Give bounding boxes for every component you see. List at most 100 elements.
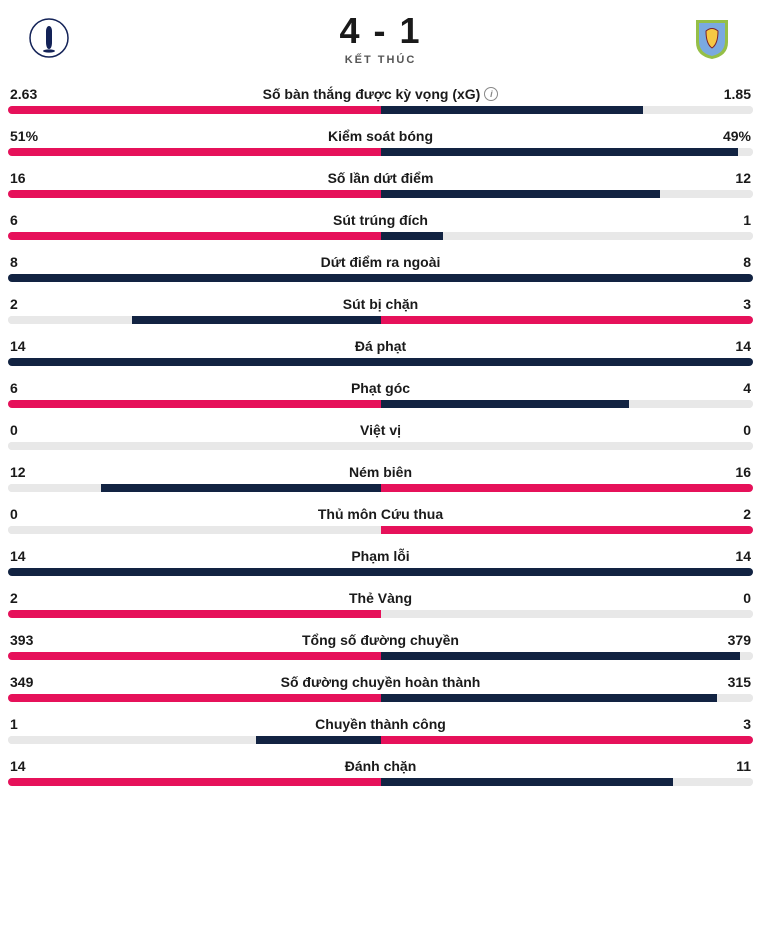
stat-bar-away-half: [381, 316, 754, 324]
stat-name-text: Tổng số đường chuyền: [302, 632, 459, 648]
stat-name: Chuyền thành công: [56, 716, 705, 732]
stat-name-text: Ném biên: [349, 464, 412, 480]
stat-bar-home-half: [8, 400, 381, 408]
stat-bar-away-half: [381, 148, 754, 156]
stat-bar-track: [8, 232, 753, 240]
stat-row: 0Việt vị0: [8, 416, 753, 458]
stat-bar-home-half: [8, 736, 381, 744]
stat-labels: 2 Thẻ Vàng 0: [8, 590, 753, 610]
stat-away-value: 1: [705, 212, 751, 228]
stat-bar-home-fill: [132, 316, 380, 324]
stat-bar-away-fill: [381, 400, 629, 408]
stat-bar-away-half: [381, 400, 754, 408]
stat-name-text: Đá phạt: [355, 338, 406, 354]
stat-labels: 2.63Số bàn thắng được kỳ vọng (xG)i1.85: [8, 86, 753, 106]
stat-labels: 1Chuyền thành công3: [8, 716, 753, 736]
stat-name: Ném biên: [56, 464, 705, 480]
stat-name-text: Thẻ Vàng: [349, 590, 412, 606]
stat-bar-away-half: [381, 610, 754, 618]
stat-bar-track: [8, 484, 753, 492]
stat-away-value: 0: [705, 590, 751, 606]
stat-bar-home-half: [8, 484, 381, 492]
stat-bar-track: [8, 106, 753, 114]
stat-bar-away-half: [381, 232, 754, 240]
match-header: 4 - 1 KẾT THÚC: [8, 10, 753, 80]
stat-name: Phạt góc: [56, 380, 705, 396]
stat-bar-away-fill: [381, 358, 754, 366]
stat-bar-away-half: [381, 736, 754, 744]
away-score: 1: [400, 10, 422, 51]
stat-labels: 6Phạt góc4: [8, 380, 753, 400]
stat-bar-home-half: [8, 148, 381, 156]
stat-name: Việt vị: [56, 422, 705, 438]
stat-row: 2 Thẻ Vàng 0: [8, 584, 753, 626]
stat-bar-home-fill: [256, 736, 380, 744]
stat-bar-track: [8, 778, 753, 786]
stat-home-value: 6: [10, 380, 56, 396]
stat-labels: 14 Phạm lỗi 14: [8, 548, 753, 568]
stats-list: 2.63Số bàn thắng được kỳ vọng (xG)i1.855…: [8, 80, 753, 794]
stat-name-text: Sút trúng đích: [333, 212, 428, 228]
stat-name: Số bàn thắng được kỳ vọng (xG)i: [56, 86, 705, 102]
stat-bar-home-fill: [8, 778, 381, 786]
stat-name-text: Phạm lỗi: [351, 548, 409, 564]
stat-away-value: 1.85: [705, 86, 751, 102]
stat-row: 2Sút bị chặn3: [8, 290, 753, 332]
stat-row: 1Chuyền thành công3: [8, 710, 753, 752]
stat-name: Số lần dứt điểm: [56, 170, 705, 186]
stat-bar-home-fill: [8, 232, 381, 240]
stat-row: 349Số đường chuyền hoàn thành315: [8, 668, 753, 710]
stat-home-value: 393: [10, 632, 56, 648]
stat-bar-away-fill: [381, 316, 754, 324]
stat-away-value: 16: [705, 464, 751, 480]
stat-bar-home-half: [8, 274, 381, 282]
stat-bar-track: [8, 358, 753, 366]
stat-bar-away-fill: [381, 694, 717, 702]
stat-name: Thủ môn Cứu thua: [56, 506, 705, 522]
stat-bar-away-fill: [381, 106, 643, 114]
stat-row: 14 Phạm lỗi 14: [8, 542, 753, 584]
stat-bar-home-fill: [8, 652, 381, 660]
stat-name-text: Thủ môn Cứu thua: [318, 506, 443, 522]
stat-home-value: 14: [10, 758, 56, 774]
stat-away-value: 8: [705, 254, 751, 270]
stat-bar-track: [8, 526, 753, 534]
stat-bar-home-half: [8, 190, 381, 198]
stat-bar-home-half: [8, 610, 381, 618]
stat-row: 51%Kiểm soát bóng49%: [8, 122, 753, 164]
stat-away-value: 379: [705, 632, 751, 648]
stat-row: 393 Tổng số đường chuyền 379: [8, 626, 753, 668]
stat-bar-track: [8, 190, 753, 198]
stat-home-value: 14: [10, 338, 56, 354]
stat-bar-away-half: [381, 274, 754, 282]
stat-bar-away-fill: [381, 778, 674, 786]
stat-bar-away-half: [381, 568, 754, 576]
stat-name: Tổng số đường chuyền: [56, 632, 705, 648]
stat-home-value: 14: [10, 548, 56, 564]
stat-bar-away-half: [381, 694, 754, 702]
stat-bar-home-half: [8, 442, 381, 450]
stat-name-text: Số bàn thắng được kỳ vọng (xG): [263, 86, 481, 102]
stat-bar-home-half: [8, 526, 381, 534]
stat-bar-track: [8, 736, 753, 744]
stat-home-value: 51%: [10, 128, 56, 144]
stat-bar-away-fill: [381, 148, 739, 156]
stat-bar-home-half: [8, 106, 381, 114]
stat-row: 2.63Số bàn thắng được kỳ vọng (xG)i1.85: [8, 80, 753, 122]
stat-home-value: 2: [10, 590, 56, 606]
stat-labels: 14Đá phạt14: [8, 338, 753, 358]
info-icon[interactable]: i: [484, 87, 498, 101]
stat-home-value: 0: [10, 422, 56, 438]
stat-away-value: 14: [705, 548, 751, 564]
stat-bar-home-fill: [8, 106, 381, 114]
stat-away-value: 3: [705, 296, 751, 312]
stat-bar-home-fill: [8, 190, 381, 198]
stat-bar-away-fill: [381, 190, 660, 198]
stat-labels: 2Sút bị chặn3: [8, 296, 753, 316]
stat-away-value: 12: [705, 170, 751, 186]
stat-row: 14Đánh chặn11: [8, 752, 753, 794]
score-sep: -: [362, 10, 400, 51]
stat-name-text: Dứt điểm ra ngoài: [321, 254, 441, 270]
stat-away-value: 2: [705, 506, 751, 522]
stat-bar-home-half: [8, 778, 381, 786]
